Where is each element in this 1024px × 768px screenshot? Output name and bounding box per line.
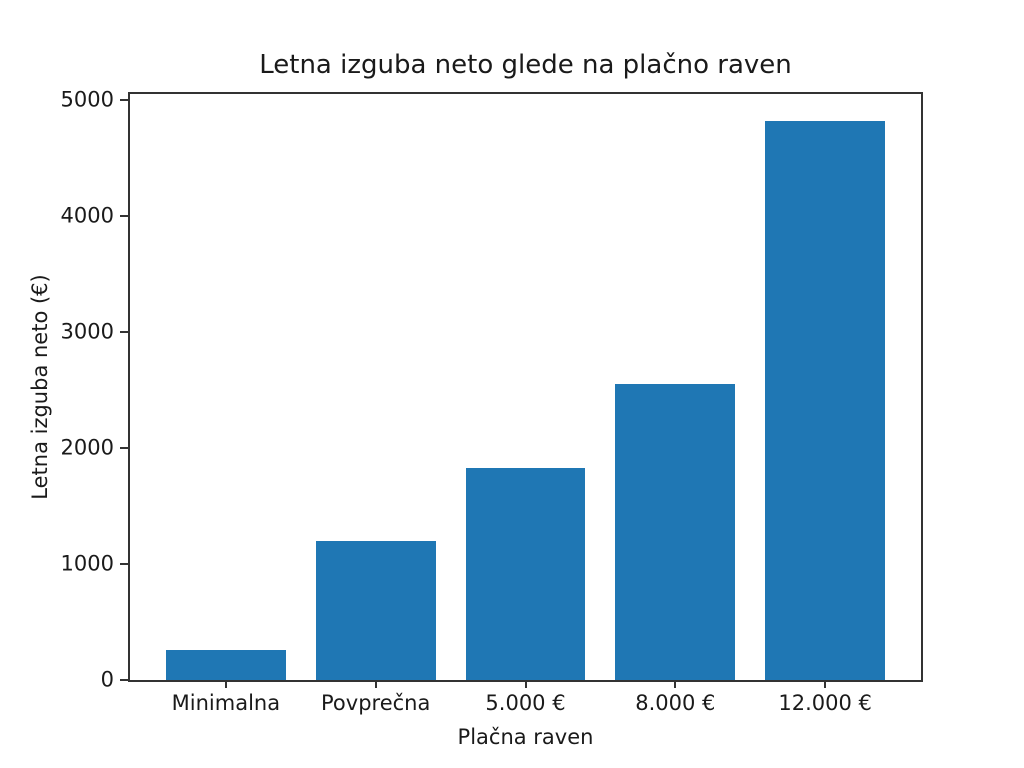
- y-tick-mark: [120, 446, 128, 449]
- y-axis-label: Letna izguba neto (€): [28, 274, 52, 500]
- x-tick-mark: [224, 680, 227, 688]
- y-tick-label: 2000: [60, 435, 114, 460]
- y-tick-mark: [120, 98, 128, 101]
- x-tick-label: 12.000 €: [778, 691, 872, 715]
- y-tick-label: 3000: [60, 319, 114, 344]
- x-tick-label: Povprečna: [321, 691, 431, 715]
- y-tick-mark: [120, 562, 128, 565]
- x-tick-mark: [524, 680, 527, 688]
- x-tick-label: Minimalna: [171, 691, 281, 715]
- x-tick-label: 5.000 €: [485, 691, 566, 715]
- y-tick-label: 5000: [60, 87, 114, 112]
- chart-title: Letna izguba neto glede na plačno raven: [259, 50, 792, 80]
- x-tick-mark: [674, 680, 677, 688]
- bar: [315, 540, 436, 680]
- bar: [615, 384, 736, 680]
- x-tick-mark: [824, 680, 827, 688]
- plot-area: Minimalna Povprečna 5.000 € 8.000 € 12.000 €…: [61, 89, 923, 714]
- y-tick-mark: [120, 679, 128, 681]
- bar: [465, 467, 586, 680]
- x-axis-label: Plačna raven: [457, 725, 594, 749]
- x-tick-mark: [374, 680, 377, 688]
- y-tick-mark: [120, 330, 128, 333]
- y-tick-label: 0: [100, 667, 114, 692]
- bar: [165, 649, 286, 680]
- y-tick-mark: [120, 214, 128, 217]
- x-tick-label: 8.000 €: [635, 691, 716, 715]
- bar: [765, 120, 886, 680]
- y-tick-label: 4000: [60, 203, 114, 228]
- y-tick-label: 1000: [60, 551, 114, 576]
